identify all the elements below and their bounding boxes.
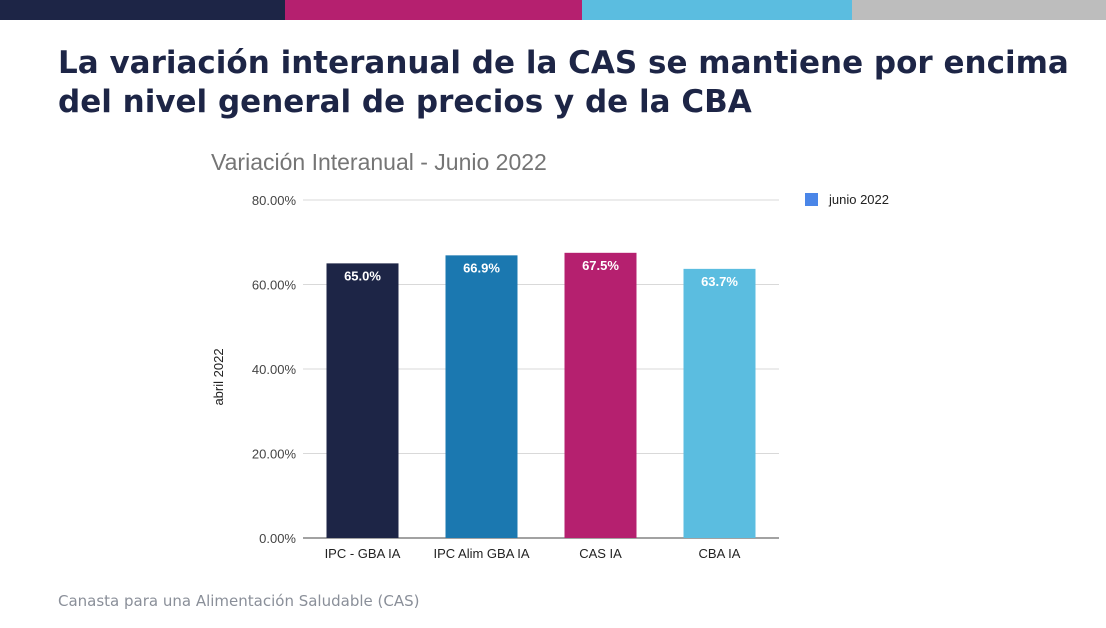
bar — [564, 252, 637, 538]
bar — [445, 255, 518, 538]
top-color-bar — [0, 0, 1106, 20]
slide-headline: La variación interanual de la CAS se man… — [58, 45, 1069, 120]
y-tick-label: 80.00% — [252, 193, 297, 208]
legend-label: junio 2022 — [828, 192, 889, 207]
top-bar-segment-navy — [0, 0, 285, 20]
y-tick-label: 60.00% — [252, 278, 297, 293]
data-label: 65.0% — [344, 268, 381, 283]
data-label: 66.9% — [463, 260, 500, 275]
x-tick-label: IPC Alim GBA IA — [433, 546, 529, 561]
x-tick-label: CAS IA — [579, 546, 622, 561]
top-bar-segment-magenta — [285, 0, 582, 20]
x-tick-label: CBA IA — [699, 546, 741, 561]
chart-title: Variación Interanual - Junio 2022 — [211, 149, 547, 175]
y-tick-label: 40.00% — [252, 362, 297, 377]
y-axis-label: abril 2022 — [211, 348, 226, 405]
footer-caption: Canasta para una Alimentación Saludable … — [58, 592, 420, 610]
data-label: 67.5% — [582, 258, 619, 273]
bar — [683, 268, 756, 538]
top-bar-segment-cyan — [582, 0, 852, 20]
bar — [326, 263, 399, 538]
top-bar-segment-gray — [852, 0, 1106, 20]
x-tick-label: IPC - GBA IA — [325, 546, 401, 561]
y-tick-label: 20.00% — [252, 447, 297, 462]
y-tick-label: 0.00% — [259, 531, 296, 546]
legend-swatch — [805, 193, 818, 206]
data-label: 63.7% — [701, 274, 738, 289]
